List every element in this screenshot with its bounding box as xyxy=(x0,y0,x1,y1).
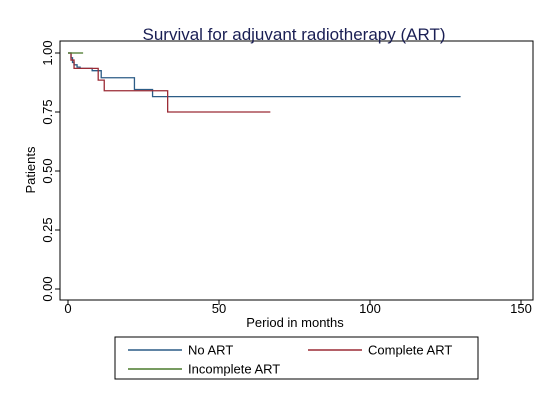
y-tick-label: 0.50 xyxy=(40,158,55,183)
y-tick-label: 0.25 xyxy=(40,217,55,242)
series-layer xyxy=(68,52,461,113)
chart-title: Survival for adjuvant radiotherapy (ART) xyxy=(143,25,446,44)
y-tick-label: 1.00 xyxy=(40,40,55,65)
x-tick-label: 150 xyxy=(510,301,532,316)
legend-label: Complete ART xyxy=(368,343,452,358)
x-axis-ticks: 0 50 100 150 xyxy=(64,300,532,316)
y-axis-ticks: 0.00 0.25 0.50 0.75 1.00 xyxy=(40,40,60,302)
plot-area-frame xyxy=(59,40,534,301)
y-axis-label: Patients xyxy=(23,146,38,193)
y-tick-label: 0.75 xyxy=(40,99,55,124)
legend-box xyxy=(114,336,479,380)
x-tick-label: 0 xyxy=(64,301,71,316)
series-line-1 xyxy=(68,52,271,113)
legend-label: Incomplete ART xyxy=(188,362,280,377)
y-tick-label: 0.00 xyxy=(40,276,55,301)
x-tick-label: 100 xyxy=(359,301,381,316)
x-tick-label: 50 xyxy=(212,301,226,316)
x-axis-label: Period in months xyxy=(246,315,344,330)
legend: No ART Complete ART Incomplete ART xyxy=(114,336,479,380)
legend-label: No ART xyxy=(188,343,233,358)
